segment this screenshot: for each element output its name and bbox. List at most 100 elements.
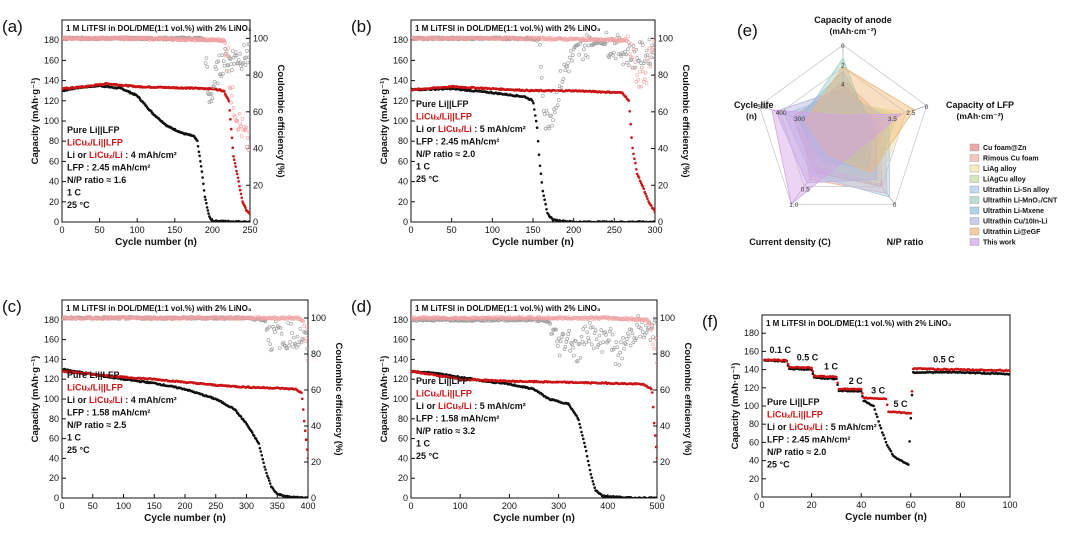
y2-tick-label: 40 <box>658 144 668 154</box>
capacity-marker <box>532 101 535 105</box>
ce-marker <box>627 327 632 332</box>
ce-marker <box>557 353 562 358</box>
ce-marker <box>556 98 561 102</box>
capacity-marker <box>232 158 236 161</box>
capacity-marker <box>645 195 648 198</box>
ce-marker <box>624 52 628 57</box>
ce-marker <box>243 63 248 67</box>
ce-marker <box>296 342 301 347</box>
ce-marker <box>562 315 567 320</box>
ce-marker <box>648 62 653 66</box>
legend-line: 25 °C <box>416 174 439 184</box>
ce-marker <box>305 326 308 331</box>
ce-marker <box>590 315 594 319</box>
ce-marker <box>626 34 630 39</box>
capacity-marker <box>205 206 209 209</box>
series-group <box>62 315 308 498</box>
ce-marker <box>566 38 570 42</box>
y-tick-label: 0 <box>754 492 759 502</box>
ce-marker <box>614 340 619 344</box>
radar-series <box>800 57 869 162</box>
ce-marker <box>248 143 250 148</box>
ce-marker <box>627 40 631 44</box>
ce-marker <box>585 55 590 59</box>
legend-line: 25 °C <box>67 200 90 210</box>
radar-legend-label: LiAg alloy <box>983 166 1017 173</box>
panel-label-d: (d) <box>351 297 372 316</box>
capacity-marker <box>593 486 596 489</box>
x-tick-label: 100 <box>116 501 131 511</box>
capacity-marker <box>592 483 595 486</box>
y-tick-label: 100 <box>393 116 408 126</box>
y2-tick-label: 100 <box>660 313 675 323</box>
ce-marker <box>629 42 634 47</box>
y2-axis-label: Coulombic efficiency (%) <box>275 65 286 178</box>
ce-marker <box>566 332 570 337</box>
ce-marker <box>223 46 227 51</box>
series-black <box>763 358 1010 466</box>
capacity-marker <box>538 164 542 168</box>
legend-line: 1 C <box>416 439 431 449</box>
ce-marker <box>501 37 506 42</box>
legend-line: LiCuₓ/Li||LFP <box>416 112 472 122</box>
ce-marker <box>293 341 297 346</box>
series-grey <box>62 35 250 104</box>
ce-marker <box>247 129 250 134</box>
capacity-marker <box>836 381 839 385</box>
ce-marker <box>554 327 558 332</box>
capacity-marker <box>583 445 587 448</box>
ce-marker <box>651 45 655 50</box>
ce-marker <box>615 33 620 37</box>
ce-marker <box>583 324 587 329</box>
capacity-marker <box>238 184 241 188</box>
capacity-marker <box>534 114 537 117</box>
x-tick-label: 350 <box>270 501 285 511</box>
capacity-marker <box>238 188 242 192</box>
ce-marker <box>239 134 244 138</box>
ce-marker <box>650 326 655 331</box>
capacity-marker <box>305 448 308 451</box>
capacity-marker <box>584 449 588 453</box>
ce-marker <box>555 339 559 344</box>
capacity-marker <box>199 165 203 168</box>
ce-marker <box>650 43 654 48</box>
ce-marker <box>639 84 643 89</box>
x-tick-label: 80 <box>955 500 965 510</box>
ce-marker <box>289 321 293 326</box>
capacity-marker <box>260 454 264 457</box>
x-tick-label: 150 <box>147 501 162 511</box>
legend-line: Li or LiCuₓ/Li : 4 mAh/cm² <box>67 150 177 160</box>
legend-line: LFP : 1.58 mAh/cm² <box>416 414 499 424</box>
ce-marker <box>206 90 210 95</box>
y-tick-label: 140 <box>44 354 59 364</box>
ce-marker <box>66 316 71 321</box>
ce-marker <box>629 327 634 332</box>
radar-legend-label: Ultrathin Li@eGF <box>983 229 1041 236</box>
ce-marker <box>245 49 249 53</box>
ce-marker <box>561 77 566 81</box>
capacity-marker <box>811 372 815 375</box>
rate-label: 5 C <box>893 399 908 409</box>
radar-axis-unit: (n) <box>746 111 757 121</box>
plot-frame <box>410 299 658 499</box>
series-red <box>62 369 308 460</box>
capacity-marker <box>887 446 890 449</box>
ce-marker <box>519 315 523 320</box>
capacity-marker <box>583 441 586 445</box>
legend-line: 25 °C <box>67 445 90 455</box>
ce-marker <box>653 56 655 60</box>
ce-marker <box>591 346 596 351</box>
y-axis-label: Capacity (mAh·g⁻¹) <box>730 363 741 450</box>
capacity-marker <box>226 97 230 101</box>
ce-marker <box>422 315 426 320</box>
capacity-marker <box>229 118 232 121</box>
radar-tick-label: 400 <box>776 110 787 117</box>
legend-line: LiCuₓ/Li||LFP <box>767 410 823 420</box>
capacity-marker <box>586 459 590 463</box>
ce-marker <box>568 55 572 60</box>
capacity-marker <box>304 438 308 441</box>
capacity-marker <box>301 397 304 401</box>
ce-marker <box>619 54 624 58</box>
capacity-marker <box>196 139 199 143</box>
capacity-marker <box>252 434 256 438</box>
